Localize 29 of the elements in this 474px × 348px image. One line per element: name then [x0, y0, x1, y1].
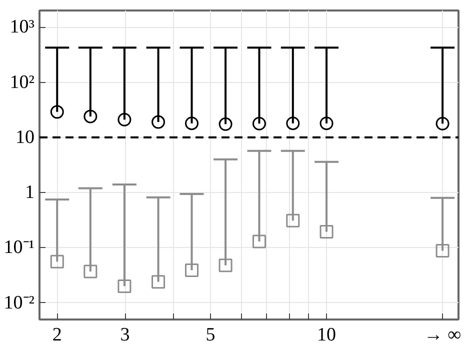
- point: [118, 112, 132, 126]
- point: [152, 275, 166, 289]
- point: [218, 258, 232, 272]
- x-tick-label: 2: [52, 324, 62, 346]
- y-tick-label: 1: [25, 182, 34, 204]
- y-tick-label: 10⁻¹: [4, 237, 35, 258]
- point: [252, 116, 266, 130]
- y-tick-label: 10: [16, 126, 34, 148]
- point: [286, 116, 300, 130]
- point: [185, 264, 198, 278]
- x-tick-label: 5: [206, 324, 216, 346]
- point: [320, 224, 334, 238]
- point: [50, 105, 64, 119]
- y-tick-label: 10²: [10, 72, 35, 93]
- x-tick-label: → ∞: [424, 324, 462, 346]
- y-tick-label: 10³: [10, 16, 35, 38]
- point: [84, 110, 98, 124]
- point: [218, 117, 232, 131]
- point: [152, 115, 166, 129]
- point: [50, 254, 64, 268]
- point: [320, 116, 334, 130]
- point: [118, 280, 132, 294]
- point: [84, 264, 98, 278]
- point: [286, 214, 300, 228]
- y-tick-label: 10⁻²: [4, 292, 35, 314]
- point: [185, 116, 198, 130]
- x-tick-label: 10: [317, 324, 336, 346]
- point: [252, 234, 266, 248]
- x-tick-label: 3: [120, 324, 130, 346]
